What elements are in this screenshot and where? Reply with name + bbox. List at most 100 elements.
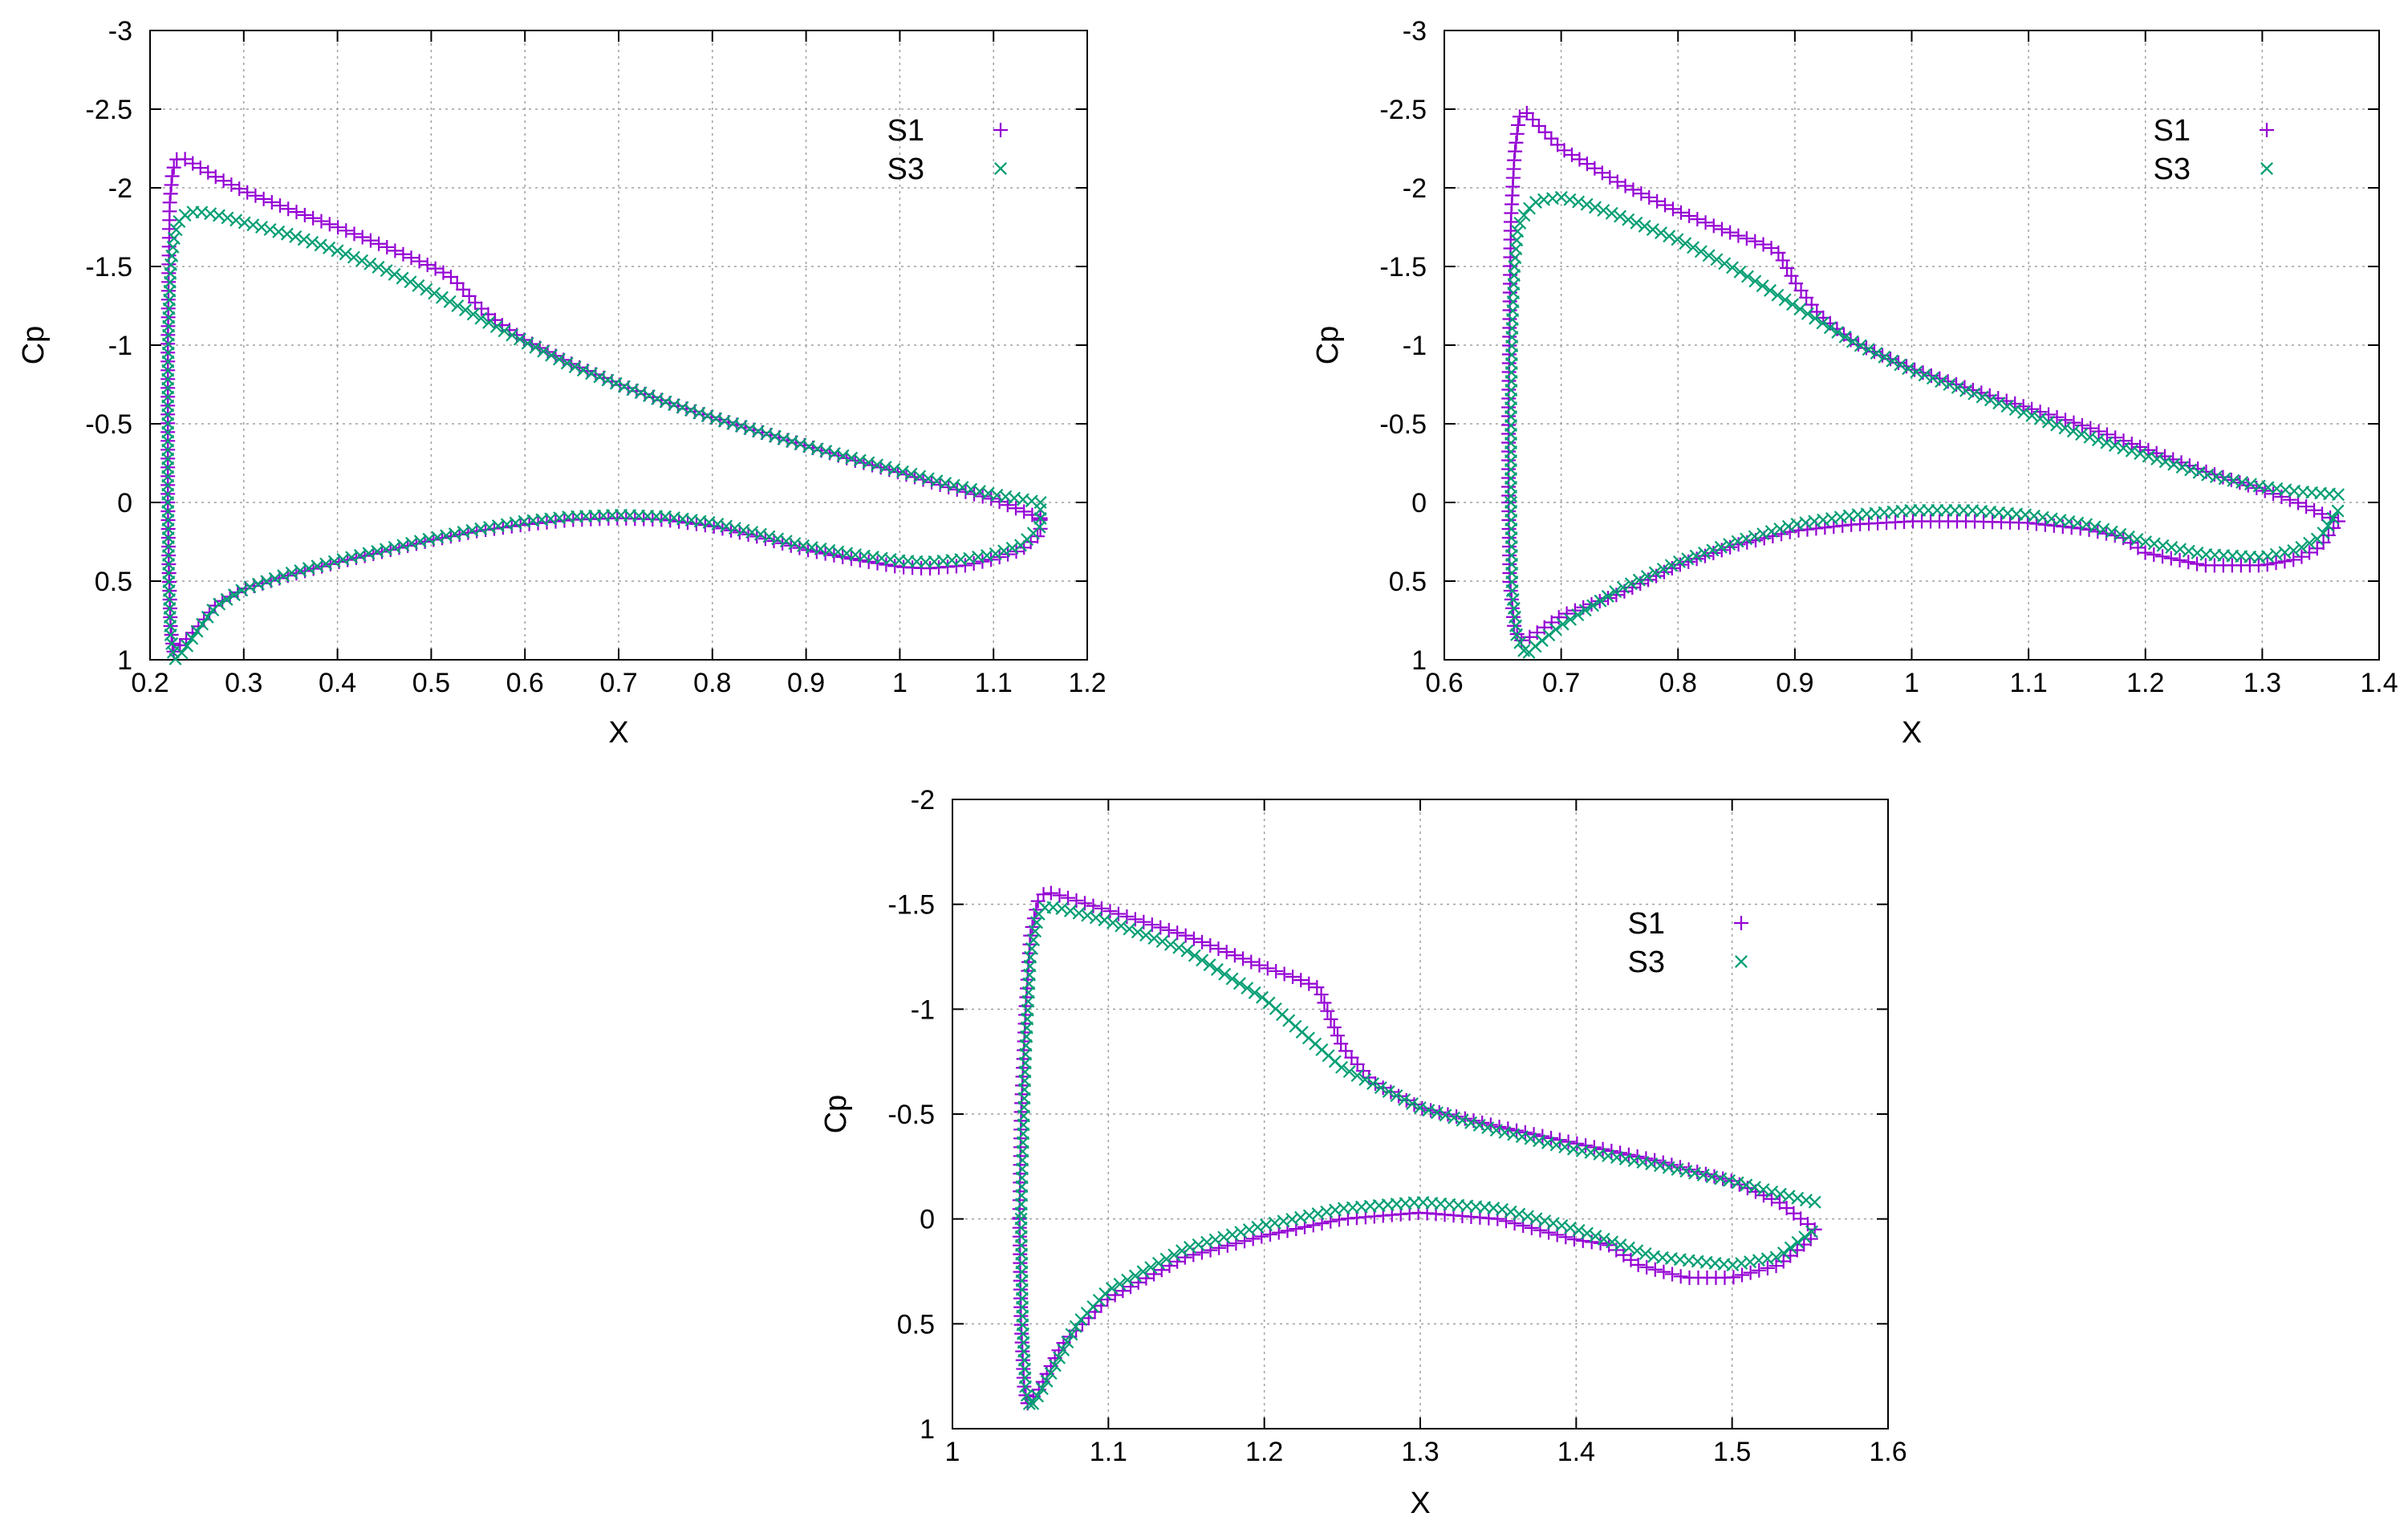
- legend-entry-s1: [2260, 123, 2274, 137]
- data-point-s1: [1569, 1136, 1585, 1151]
- y-tick-label: 0: [920, 1205, 935, 1235]
- x-tick-label: 0.6: [506, 668, 544, 698]
- data-point-s1: [1178, 928, 1193, 943]
- data-point-s3: [1764, 283, 1777, 297]
- data-point-s1: [2294, 549, 2309, 564]
- data-point-s3: [1679, 237, 1692, 250]
- x-tick-label: 1.3: [1401, 1437, 1439, 1467]
- data-point-s1: [1698, 215, 1713, 230]
- y-tick-label: -1: [911, 994, 935, 1025]
- x-tick-label: 1.2: [1068, 668, 1106, 698]
- data-point-s1: [1529, 625, 1545, 641]
- data-point-s3: [1756, 1183, 1770, 1197]
- data-point-s3: [1121, 1273, 1135, 1287]
- data-point-s1: [957, 558, 973, 573]
- data-point-s1: [1559, 606, 1574, 621]
- legend-label-s1: S1: [1628, 907, 1665, 941]
- data-point-s3: [659, 395, 672, 409]
- data-point-s1: [1731, 228, 1746, 243]
- data-point-s1: [2155, 549, 2170, 564]
- data-point-s1: [1673, 205, 1688, 220]
- data-point-s3: [1918, 368, 1931, 382]
- data-point-s1: [355, 230, 370, 245]
- x-tick-label: 0.4: [319, 668, 356, 698]
- data-point-s1: [958, 484, 973, 499]
- data-point-s1: [1784, 268, 1799, 283]
- data-point-s3: [1147, 932, 1161, 946]
- data-point-s1: [1748, 234, 1763, 249]
- data-point-s3: [1894, 358, 1907, 372]
- data-point-s3: [339, 247, 352, 261]
- data-point-s1: [2260, 557, 2275, 572]
- data-point-s3: [1586, 599, 1600, 612]
- data-point-s3: [1064, 904, 1077, 917]
- data-point-s3: [1723, 538, 1736, 551]
- data-point-s3: [497, 324, 511, 338]
- data-point-s3: [1801, 307, 1814, 320]
- data-point-s3: [1630, 1244, 1644, 1258]
- data-point-s1: [1017, 504, 1032, 519]
- data-point-s1: [1764, 241, 1779, 256]
- x-tick-label: 1.1: [1090, 1437, 1127, 1467]
- legend-marker-s1: [993, 123, 1008, 137]
- data-point-s3: [1159, 1252, 1173, 1266]
- chart-3: 1 1.1 1.2 1.3 1.4 1.5 1.6 -2 -1.5 -1 -0.5 0 0.5 1 X Cp S…: [819, 785, 1907, 1520]
- data-point-s1: [1525, 112, 1541, 127]
- data-point-s1: [1634, 186, 1649, 201]
- data-point-s3: [1549, 623, 1562, 636]
- data-point-s1: [1355, 1063, 1370, 1079]
- data-point-s3: [1234, 1226, 1248, 1239]
- data-point-s3: [1251, 1220, 1265, 1234]
- data-point-s1: [1227, 948, 1242, 963]
- legend-entry-s3: [2260, 162, 2273, 175]
- data-point-s3: [1640, 570, 1654, 584]
- x-tick-label: 1.1: [975, 668, 1013, 698]
- data-point-s1: [1509, 135, 1524, 150]
- data-point-s3: [1262, 996, 1276, 1010]
- data-point-s3: [2083, 430, 2097, 444]
- data-point-s3: [576, 364, 590, 377]
- data-point-s3: [1151, 1256, 1165, 1270]
- data-point-s1: [1111, 906, 1126, 921]
- data-point-s3: [1192, 1238, 1205, 1251]
- data-point-s3: [1521, 1210, 1534, 1223]
- chart-1: 0.2 0.3 0.4 0.5 0.6 0.7 0.8 0.9 1 1.1 1.2 -3 -2.5 -2 -…: [17, 16, 1107, 750]
- data-point-s3: [529, 340, 542, 354]
- data-point-s1: [1656, 1264, 1671, 1279]
- data-point-s3: [1622, 1241, 1635, 1255]
- data-point-s3: [2130, 532, 2144, 546]
- data-point-s3: [1571, 608, 1585, 622]
- data-point-s3: [1200, 1235, 1214, 1249]
- data-point-s3: [327, 555, 341, 568]
- data-point-s3: [227, 588, 241, 602]
- data-point-s3: [1614, 1238, 1627, 1251]
- data-point-s1: [1752, 1263, 1767, 1278]
- x-axis-title: X: [608, 716, 628, 750]
- data-point-s3: [1846, 335, 1859, 348]
- data-point-s3: [1580, 197, 1594, 211]
- data-point-s3: [1601, 589, 1614, 603]
- data-point-s3: [1014, 1206, 1028, 1220]
- data-point-s3: [254, 221, 268, 234]
- data-point-s1: [474, 301, 489, 316]
- data-point-s3: [513, 332, 526, 346]
- data-point-s3: [2033, 412, 2047, 425]
- data-point-s3: [306, 235, 319, 249]
- data-point-s3: [1504, 490, 1517, 503]
- data-point-s1: [281, 201, 296, 217]
- data-point-s3: [1406, 1097, 1419, 1111]
- data-point-s3: [1778, 293, 1792, 307]
- data-point-s3: [1242, 1223, 1256, 1237]
- data-point-s3: [2066, 425, 2080, 438]
- data-point-s3: [435, 291, 449, 304]
- data-point-s3: [1448, 1111, 1461, 1124]
- data-point-s3: [1624, 577, 1638, 591]
- data-point-s3: [2158, 455, 2172, 469]
- data-point-s3: [762, 530, 776, 543]
- data-point-s3: [1951, 380, 1964, 394]
- data-point-s1: [1726, 1270, 1741, 1285]
- data-point-s1: [322, 217, 337, 232]
- data-point-s3: [1609, 585, 1622, 599]
- data-point-s1: [2064, 520, 2079, 535]
